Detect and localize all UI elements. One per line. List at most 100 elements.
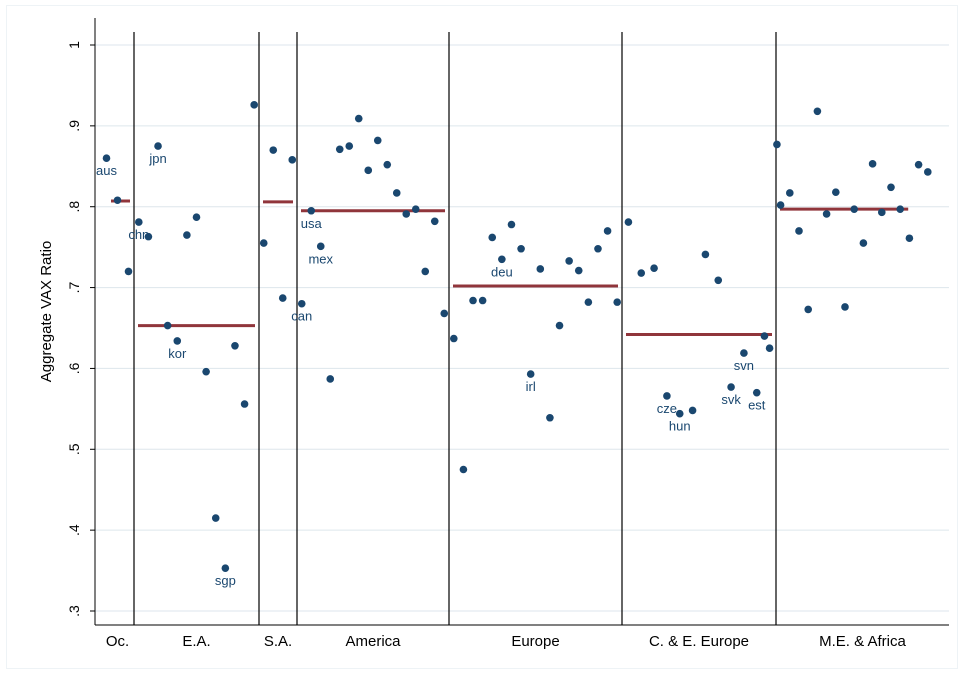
y-tick-label: 1 [66, 41, 82, 49]
data-point [795, 227, 803, 235]
data-point [192, 213, 201, 222]
data-point [740, 349, 748, 357]
point-label: sgp [215, 573, 236, 588]
data-point [124, 267, 133, 276]
data-point [822, 210, 831, 218]
data-point [430, 217, 439, 226]
grid-lines [95, 44, 949, 612]
data-point [760, 332, 769, 340]
data-point [765, 344, 774, 353]
data-point [574, 266, 583, 275]
point-label: aus [96, 163, 117, 178]
data-point [804, 305, 812, 314]
data-point [526, 370, 535, 378]
point-label: mex [308, 251, 333, 266]
point-label: deu [491, 264, 513, 279]
data-point [555, 321, 564, 330]
data-point [440, 309, 449, 318]
data-point [345, 142, 354, 150]
data-point [392, 189, 401, 197]
data-point [613, 298, 621, 306]
data-point [183, 231, 191, 239]
group-dividers [133, 32, 777, 625]
data-point [202, 367, 210, 376]
data-point [211, 514, 220, 522]
data-point [421, 267, 430, 276]
data-point [335, 145, 344, 154]
data-point [859, 239, 868, 247]
data-point [297, 299, 306, 308]
axes: .3 .4 .5 .6 .7 .8 .9 1 Oc. E.A. S.A. America Europe C… [66, 18, 949, 650]
data-point [373, 136, 382, 145]
data-point [813, 107, 822, 116]
data-point [469, 296, 477, 305]
y-tick-label: .3 [66, 605, 82, 617]
data-point [714, 276, 723, 285]
data-point [307, 206, 316, 215]
data-point [701, 250, 710, 259]
point-label: svn [734, 358, 754, 373]
data-point [154, 142, 162, 150]
x-category-label: M.E. & Africa [819, 633, 906, 650]
data-point [776, 201, 785, 209]
y-tick-label: .8 [66, 201, 82, 213]
data-point [850, 205, 858, 213]
data-point [240, 400, 249, 408]
data-point [650, 264, 658, 272]
data-point [624, 218, 633, 226]
y-tick-label: .7 [66, 282, 82, 294]
point-label: jpn [148, 151, 166, 166]
data-point [637, 269, 646, 277]
data-point [383, 160, 392, 169]
data-point [603, 227, 612, 235]
data-point [459, 465, 468, 474]
data-point [565, 257, 573, 265]
y-tick-label: .9 [66, 120, 82, 132]
data-point [584, 298, 593, 306]
point-label: svk [721, 392, 741, 407]
x-category-label: S.A. [264, 633, 292, 650]
point-label: est [748, 398, 766, 413]
data-point [259, 239, 268, 247]
data-point [498, 255, 506, 264]
data-point [727, 383, 735, 391]
data-point [288, 156, 297, 164]
data-point [663, 392, 671, 400]
scatter-chart: .3 .4 .5 .6 .7 .8 .9 1 Oc. E.A. S.A. America Europe C… [38, 18, 949, 650]
data-point [841, 303, 849, 311]
point-labels: aus chn jpn kor sgp can usa mex deu irl cze hun svk s… [96, 151, 766, 588]
data-point [221, 564, 230, 572]
data-point [316, 242, 325, 251]
data-point [144, 232, 153, 241]
point-label: hun [669, 419, 691, 434]
point-label: can [291, 309, 312, 324]
data-point [773, 140, 781, 149]
data-point [878, 208, 886, 217]
data-point [675, 409, 684, 418]
data-point [102, 154, 111, 162]
data-point [478, 296, 487, 305]
x-category-label: E.A. [182, 633, 210, 650]
point-label: cze [657, 401, 677, 416]
data-point [326, 375, 335, 383]
data-point [536, 265, 545, 273]
data-point [507, 220, 516, 229]
data-point [594, 244, 602, 253]
data-point [364, 166, 373, 175]
data-point [905, 234, 914, 243]
data-point [135, 218, 143, 226]
data-point [924, 168, 932, 176]
x-category-label: Europe [511, 633, 559, 650]
data-point [887, 183, 895, 192]
point-label: kor [168, 346, 187, 361]
data-points [102, 101, 932, 572]
data-point [688, 406, 697, 415]
y-tick-label: .6 [66, 362, 82, 374]
point-label: chn [128, 227, 149, 242]
y-tick-label: .5 [66, 443, 82, 455]
data-point [832, 188, 840, 196]
data-point [269, 146, 278, 154]
x-category-label: C. & E. Europe [649, 633, 749, 650]
data-point [250, 101, 258, 109]
data-point [752, 388, 761, 397]
